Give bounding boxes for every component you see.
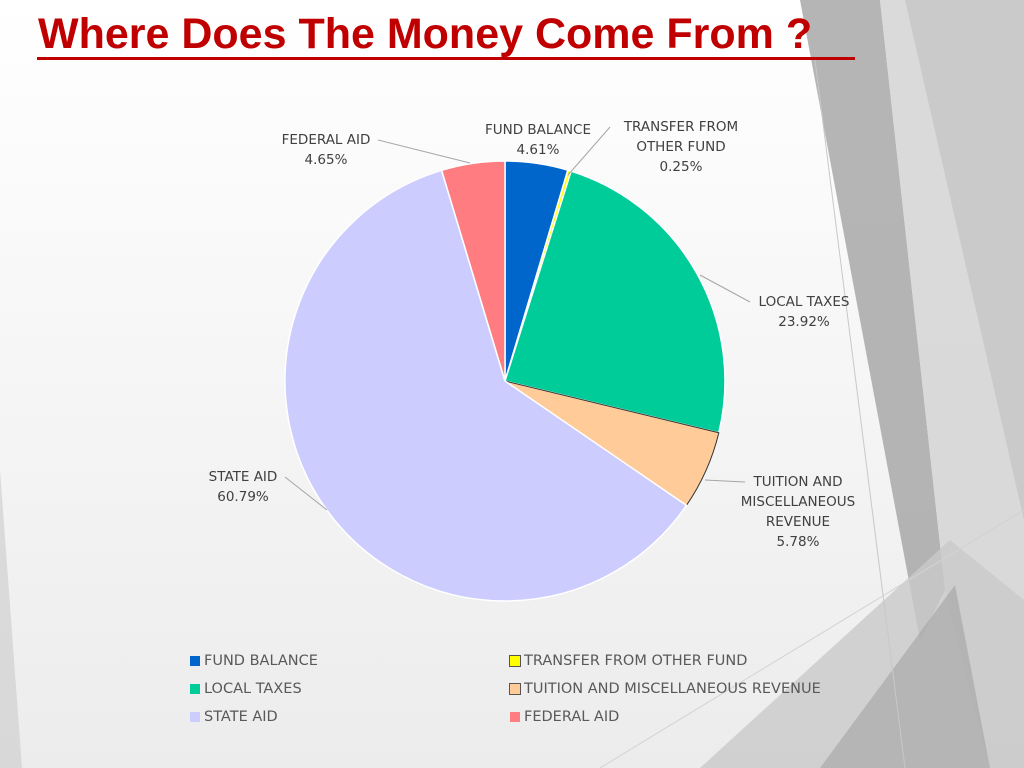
leader-line — [377, 139, 471, 164]
slice-label-value: 4.65% — [304, 152, 348, 168]
legend-swatch — [509, 683, 521, 695]
slice-label: TRANSFER FROM OTHER FUND 0.25% — [624, 117, 738, 177]
leader-line — [699, 274, 751, 303]
slice-label: STATE AID 60.79% — [209, 467, 278, 507]
legend-item: LOCAL TAXES — [190, 681, 302, 697]
slide-title: Where Does The Money Come From ? — [38, 10, 813, 58]
legend-swatch — [190, 656, 200, 666]
legend-item: TUITION AND MISCELLANEOUS REVENUE — [509, 681, 821, 697]
legend-label: STATE AID — [204, 709, 278, 725]
legend-item: TRANSFER FROM OTHER FUND — [509, 653, 748, 669]
decor-facet-dark — [800, 0, 945, 640]
decor-facet-light — [905, 0, 1024, 520]
leader-line — [704, 479, 746, 483]
slice-label-value: 5.78% — [776, 534, 820, 550]
slice-label: TUITION AND MISCELLANEOUS REVENUE 5.78% — [741, 472, 855, 552]
legend-swatch — [190, 684, 200, 694]
leader-line — [567, 126, 611, 176]
leader-line — [284, 476, 328, 511]
title-underline — [37, 57, 855, 60]
legend-swatch — [509, 655, 521, 667]
legend-label: TRANSFER FROM OTHER FUND — [524, 653, 748, 669]
slice-label: FEDERAL AID 4.65% — [282, 130, 371, 170]
legend-item: FUND BALANCE — [190, 653, 318, 669]
slice-label-value: 4.61% — [516, 142, 560, 158]
slice-label-text: TRANSFER FROM — [623, 119, 739, 135]
pie-slice-state-aid — [284, 169, 688, 602]
slice-label-text: FEDERAL AID — [281, 132, 371, 148]
slice-label-value: 0.25% — [659, 159, 703, 175]
legend-item: FEDERAL AID — [510, 709, 619, 725]
slice-label-text: TUITION AND — [753, 474, 843, 490]
decor-line — [599, 509, 1024, 768]
decor-facet-bottom-dark — [820, 585, 990, 768]
legend-swatch — [510, 712, 520, 722]
decor-line — [814, 59, 906, 768]
slice-label-value: 60.79% — [217, 489, 269, 505]
slice-label-text: MISCELLANEOUS — [740, 494, 856, 510]
slice-label-text: STATE AID — [208, 469, 278, 485]
legend-item: STATE AID — [190, 709, 278, 725]
slice-label-text: FUND BALANCE — [484, 122, 592, 138]
slice-label-text: LOCAL TAXES — [758, 294, 850, 310]
legend-swatch — [190, 712, 200, 722]
legend-label: FUND BALANCE — [204, 653, 318, 669]
slice-label: FUND BALANCE 4.61% — [485, 120, 591, 160]
slice-label-text: OTHER FUND — [636, 139, 726, 155]
slice-label-text: REVENUE — [765, 514, 831, 530]
slice-label: LOCAL TAXES 23.92% — [759, 292, 850, 332]
legend-label: FEDERAL AID — [524, 709, 620, 725]
legend-label: LOCAL TAXES — [204, 681, 302, 697]
pie-slice-federal-aid — [440, 160, 506, 382]
legend-label: TUITION AND MISCELLANEOUS REVENUE — [524, 681, 821, 697]
slice-label-value: 23.92% — [778, 314, 830, 330]
decor-facet-left — [0, 470, 22, 768]
pie-slice-local-taxes — [504, 170, 726, 434]
